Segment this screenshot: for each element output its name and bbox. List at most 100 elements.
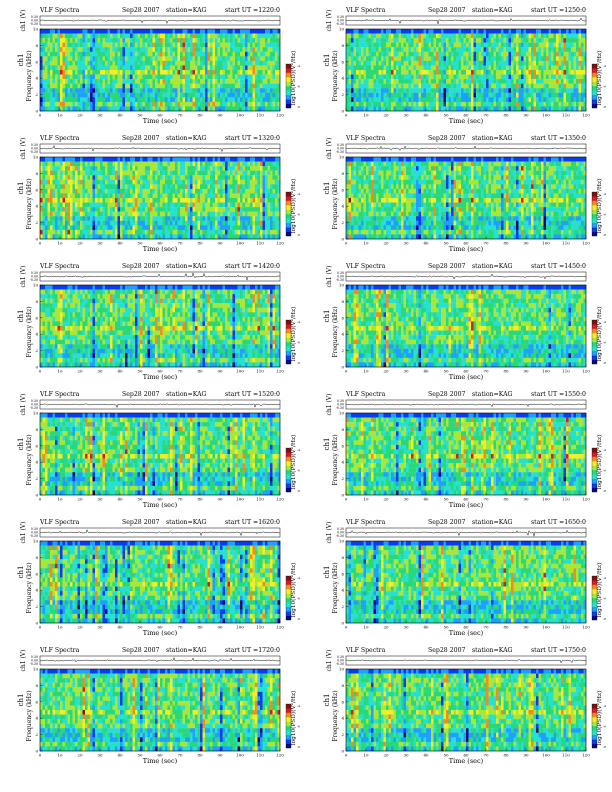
spectrogram-cell [381,88,384,93]
spectrogram-cell [245,29,248,34]
spectrogram-cell [202,38,206,43]
spectrogram-cell [458,83,462,89]
spectrogram-cell [267,33,271,39]
spectrogram-cell [556,83,559,89]
spectrogram-cell [363,101,367,107]
timeseries-axis-label: ch1 (V) [20,10,27,32]
spectrogram-cell [551,51,554,57]
spectrogram-cell [272,106,276,112]
spectrogram-cell [506,83,509,89]
spectrogram-cell [373,97,377,103]
spectrogram-cell [95,51,98,57]
spectrogram-cell [200,170,203,176]
spectrogram-cell [448,74,452,80]
spectrogram-cell [135,225,138,231]
spectrogram-cell [182,97,186,103]
spectrogram-cell [503,92,507,98]
spectrogram-cell [408,38,412,43]
spectrogram-cell [458,74,462,80]
spectrogram-cell [177,51,181,57]
spectrogram-cell [371,83,374,89]
spectrogram-cell [207,83,211,89]
spectrogram-cell [403,38,407,43]
spectrogram-cell [538,29,542,34]
spectrogram-cell [272,83,276,89]
spectrogram-cell [77,97,81,103]
spectrogram-cell [95,60,98,66]
spectrogram-cell [192,216,196,221]
spectrogram-cell [125,225,128,231]
spectrogram-cell [217,60,221,66]
spectrogram-cell [240,70,243,75]
spectrogram-cell [190,207,193,212]
spectrogram-cell [115,47,118,52]
spectrogram-cell [72,60,76,66]
spectrogram-cell [70,188,73,194]
spectrogram-cell [416,60,419,66]
spectrogram-cell [446,56,449,62]
spectrogram-cell [162,179,166,185]
spectrogram-cell [197,65,201,71]
spectrogram-cell [225,166,228,171]
spectrogram-cell [72,225,76,231]
spectrogram-cell [443,97,447,103]
spectrogram-cell [386,29,389,34]
spectrogram-cell [513,38,517,43]
spectrogram-cell [132,202,136,208]
spectrogram-cell [212,207,216,212]
spectrogram-cell [182,29,186,34]
spectrogram-cell [95,92,98,98]
spectrogram-cell [511,97,514,103]
spectrogram-cell [165,207,168,212]
spectrogram-cell [112,184,116,190]
spectrogram-cell [45,38,48,43]
spectrogram-cell [185,188,188,194]
spectrogram-cell [486,51,489,57]
spectrogram-cell [270,92,273,98]
spectrogram-cell [222,193,226,199]
spectrogram-cell [122,184,126,190]
spectrogram-cell [227,216,231,221]
spectrogram-cell [421,92,424,98]
spectrogram-cell [448,56,452,62]
spectrogram-cell [215,220,218,226]
spectrogram-cell [57,60,61,66]
spectrogram-cell [185,106,188,112]
spectrogram-cell [583,65,587,71]
spectrogram-cell [573,60,577,66]
spectrogram-cell [60,56,63,62]
spectrogram-cell [583,38,587,43]
spectrogram-cell [172,188,176,194]
spectrogram-cell [50,220,53,226]
spectrogram-cell [486,65,489,71]
spectrogram-cell [212,184,216,190]
spectrogram-cell [431,79,434,84]
spectrogram-cell [553,88,557,93]
spectrogram-cell [45,179,48,185]
spectrogram-cell [252,38,256,43]
spectrogram-cell [110,166,113,171]
spectrogram-cell [255,60,258,66]
spectrogram-cell [217,92,221,98]
spectrogram-cell [102,207,106,212]
spectrogram-cell [237,97,241,103]
spectrogram-cell [217,229,221,235]
spectrogram-cell [408,47,412,52]
spectrogram-cell [127,83,131,89]
spectrogram-cell [356,38,359,43]
spectrogram-cell [423,106,427,112]
spectrogram-cell [147,65,151,71]
spectrogram-cell [140,101,143,107]
spectrogram-cell [177,220,181,226]
spectrogram-cell [388,83,392,89]
spectrogram-cell [130,188,133,194]
spectrogram-cell [140,188,143,194]
spectrogram-cell [102,65,106,71]
spectrogram-cell [433,101,437,107]
spectrogram-cell [531,56,534,62]
spectrogram-cell [70,225,73,231]
spectrogram-cell [40,65,43,71]
spectrogram-cell [127,56,131,62]
spectrogram-cell [100,38,103,43]
spectrogram-cell [418,47,422,52]
